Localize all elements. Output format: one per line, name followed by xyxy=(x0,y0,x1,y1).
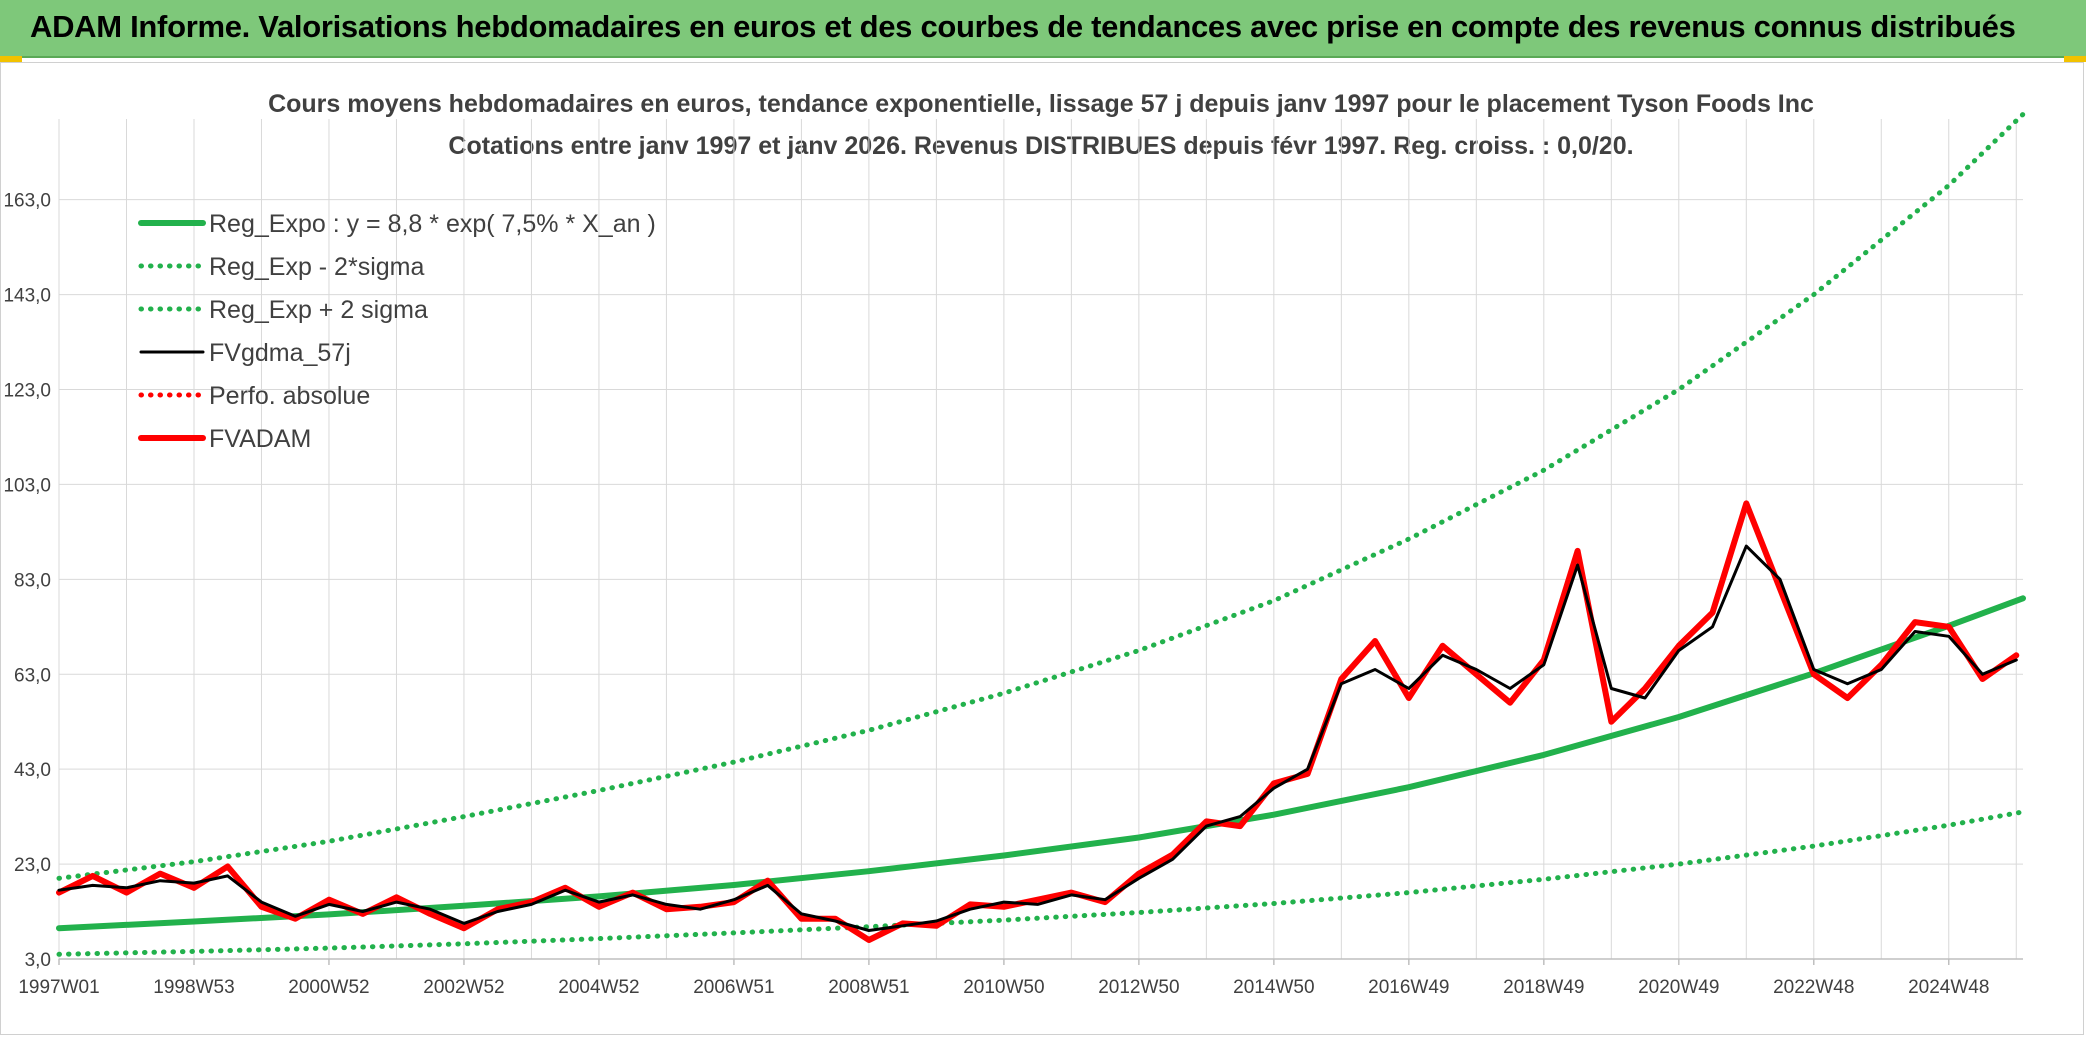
y-tick-label: 83,0 xyxy=(14,570,51,591)
y-tick-label: 3,0 xyxy=(25,950,51,971)
y-axis: 3,0 23,0 43,0 63,0 83,0 103,0 123,0 143,0 163,0 xyxy=(3,191,51,971)
legend-label: Reg_Exp - 2*sigma xyxy=(209,253,424,281)
legend-label: Reg_Exp + 2 sigma xyxy=(209,296,428,324)
x-tick-label: 2020W49 xyxy=(1638,977,1719,998)
x-tick-label: 2022W48 xyxy=(1773,977,1854,998)
trend-chart: Cours moyens hebdomadaires en euros, ten… xyxy=(3,90,2026,998)
y-tick-label: 123,0 xyxy=(3,381,51,402)
x-tick-label: 2024W48 xyxy=(1908,977,1989,998)
chart-series xyxy=(56,111,2026,957)
x-tick-label: 2008W51 xyxy=(828,977,909,998)
x-tick-label: 2004W52 xyxy=(558,977,639,998)
series-line-3 xyxy=(57,544,2018,932)
y-tick-label: 103,0 xyxy=(3,475,51,496)
legend-label: FVgdma_57j xyxy=(209,339,351,367)
y-tick-label: 163,0 xyxy=(3,191,51,212)
x-tick-label: 2018W49 xyxy=(1503,977,1584,998)
series-line-0 xyxy=(56,595,2026,932)
x-tick-label: 1998W53 xyxy=(153,977,234,998)
y-tick-label: 63,0 xyxy=(14,665,51,686)
chart-grid xyxy=(58,119,2023,960)
chart-subtitle: Cotations entre janv 1997 et janv 2026. … xyxy=(448,132,1633,160)
x-tick-label: 2014W50 xyxy=(1233,977,1314,998)
banner-corner-left xyxy=(0,56,22,62)
chart-frame: Cours moyens hebdomadaires en euros, ten… xyxy=(0,62,2084,1035)
y-tick-label: 43,0 xyxy=(14,760,51,781)
x-tick-label: 2000W52 xyxy=(288,977,369,998)
series-line-5 xyxy=(56,500,2020,943)
x-axis: 1997W01 1998W53 2000W52 2002W52 2004W52 2006W… xyxy=(18,958,2023,998)
legend-label: FVADAM xyxy=(209,425,311,453)
x-tick-label: 2002W52 xyxy=(423,977,504,998)
banner-corner-right xyxy=(2064,56,2086,62)
chart-title: Cours moyens hebdomadaires en euros, ten… xyxy=(268,90,1814,118)
y-tick-label: 23,0 xyxy=(14,855,51,876)
x-tick-label: 2016W49 xyxy=(1368,977,1449,998)
x-tick-label: 2010W50 xyxy=(963,977,1044,998)
x-tick-label: 1997W01 xyxy=(18,977,99,998)
y-tick-label: 143,0 xyxy=(3,286,51,307)
legend-label: Perfo. absolue xyxy=(209,382,370,410)
series-line-1 xyxy=(56,809,2026,957)
chart-legend: Reg_Expo : y = 8,8 * exp( 7,5% * X_an ) R… xyxy=(138,210,656,453)
banner-title: ADAM Informe. Valorisations hebdomadaire… xyxy=(30,9,2016,44)
report-banner: ADAM Informe. Valorisations hebdomadaire… xyxy=(0,0,2086,62)
x-tick-label: 2012W50 xyxy=(1098,977,1179,998)
series-line-2 xyxy=(56,111,2026,881)
legend-label: Reg_Expo : y = 8,8 * exp( 7,5% * X_an ) xyxy=(209,210,656,238)
x-tick-label: 2006W51 xyxy=(693,977,774,998)
